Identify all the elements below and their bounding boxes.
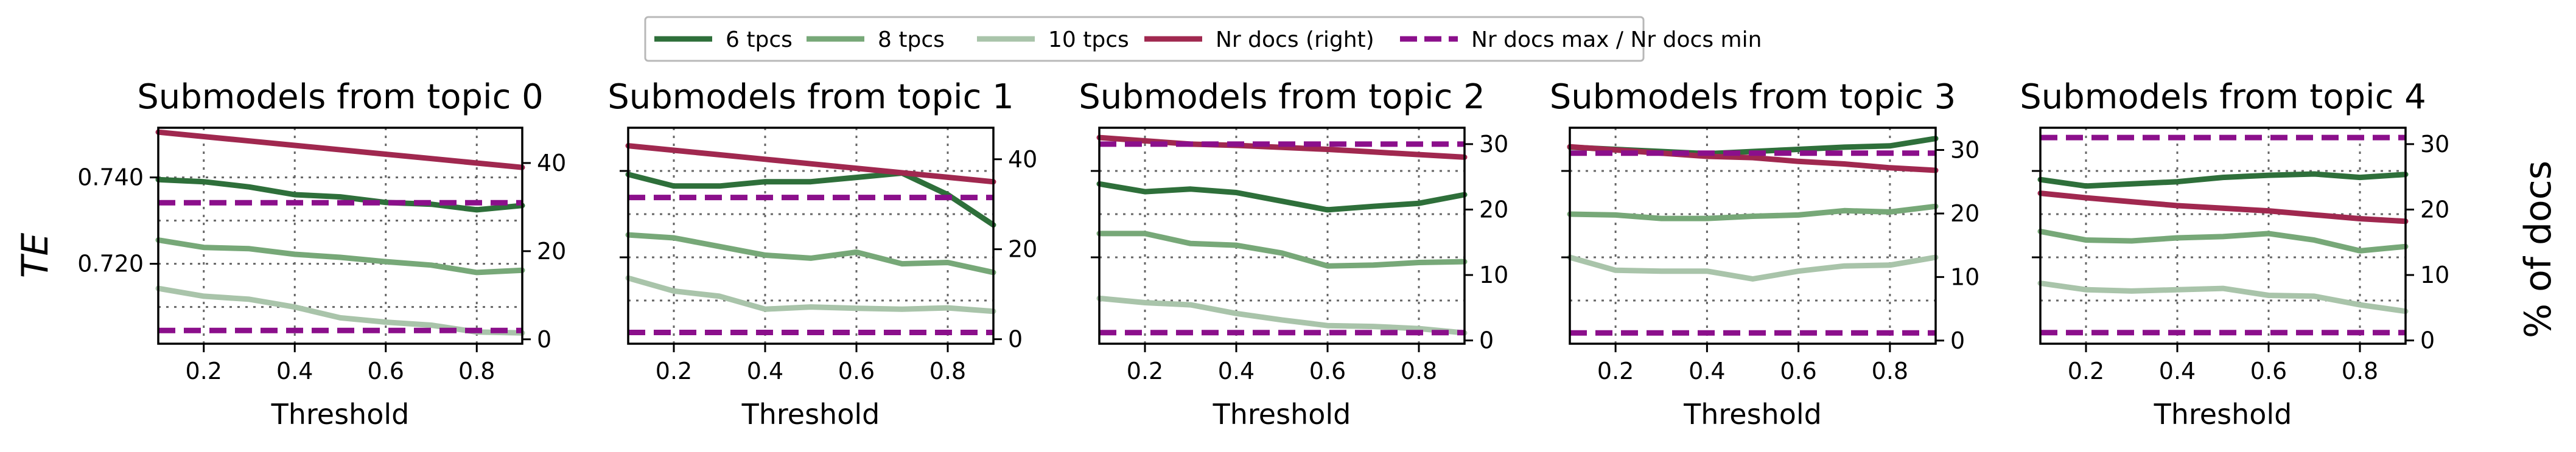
y2-tick-label: 0: [1008, 326, 1023, 353]
x-tick-label: 0.8: [929, 358, 966, 384]
x-tick-label: 0.8: [458, 358, 495, 384]
y2-tick-label: 30: [1479, 131, 1508, 158]
x-axis-label: Threshold: [741, 398, 880, 431]
x-tick-label: 0.6: [1309, 358, 1346, 384]
subplot: Submodels from topic 1 0.2 0.4 0.6 0.8 Thresh…: [607, 77, 1037, 431]
y2-tick-label: 30: [1950, 137, 1979, 164]
series-line: [1096, 134, 1468, 160]
x-tick-label: 0.6: [838, 358, 875, 384]
series-line: [625, 143, 996, 185]
x-tick-label: 0.4: [1689, 358, 1725, 384]
y2-tick-label: 10: [1479, 262, 1508, 288]
series-line: [1567, 203, 1939, 221]
y2-tick-label: 0: [1950, 327, 1965, 354]
subplot-title: Submodels from topic 1: [607, 77, 1014, 117]
plot-frame: [1098, 127, 1466, 345]
x-tick-label: 0.2: [1127, 358, 1163, 384]
x-tick-label: 0.4: [2159, 358, 2196, 384]
series-group: [1567, 136, 1939, 336]
y2-tick-label: 10: [2420, 262, 2449, 288]
subplot: Submodels from topic 2 0.2 0.4 0.6 0.8 Thresh…: [1079, 77, 1508, 431]
y2-tick-label: 20: [1479, 196, 1508, 223]
x-tick-label: 0.2: [656, 358, 692, 384]
series-line: [1096, 231, 1468, 269]
series-line: [1096, 295, 1468, 336]
series-line: [155, 129, 525, 170]
y2-tick-label: 0: [1479, 327, 1494, 354]
left-axis-label: TE: [14, 233, 57, 279]
series-line: [2037, 190, 2409, 224]
series-line: [625, 170, 996, 228]
series-line: [155, 237, 525, 276]
series-group: [625, 143, 996, 335]
y2-tick-label: 40: [1008, 146, 1037, 173]
series-line: [625, 275, 996, 315]
y2-tick-label: 20: [537, 238, 566, 265]
subplot: Submodels from topic 4 0.2 0.4 0.6 0.8 Thresh…: [2020, 77, 2449, 431]
x-tick-label: 0.6: [368, 358, 404, 384]
series-line: [625, 232, 996, 276]
legend-label: 6 tpcs: [726, 27, 793, 52]
y2-tick-label: 20: [1008, 236, 1037, 263]
plot-frame: [157, 127, 523, 345]
x-tick-label: 0.4: [276, 358, 313, 384]
x-axis-label: Threshold: [271, 398, 410, 431]
legend-label: 8 tpcs: [878, 27, 945, 52]
plot-frame: [1569, 127, 1937, 345]
subplot: Submodels from topic 0 0.2 0.4 0.6 0.8 Thresh…: [77, 77, 566, 431]
grid: [158, 128, 522, 344]
series-line: [155, 285, 525, 336]
y2-tick-label: 30: [2420, 131, 2449, 158]
legend: 6 tpcs 8 tpcs 10 tpcs Nr docs (right) Nr doc…: [644, 16, 1762, 62]
x-axis-label: Threshold: [1683, 398, 1822, 431]
series-group: [155, 129, 525, 336]
series-line: [1096, 181, 1468, 213]
y-tick-label: 0.740: [77, 164, 144, 191]
x-tick-label: 0.4: [1218, 358, 1255, 384]
grid: [1099, 128, 1465, 344]
y2-tick-label: 20: [2420, 196, 2449, 223]
series-group: [2037, 134, 2409, 336]
x-axis-label: Threshold: [1213, 398, 1351, 431]
x-tick-label: 0.8: [2342, 358, 2378, 384]
series-line: [1567, 254, 1939, 282]
subplot-title: Submodels from topic 4: [2020, 77, 2426, 117]
legend-label: Nr docs max / Nr docs min: [1471, 27, 1762, 52]
x-axis-label: Threshold: [2154, 398, 2292, 431]
y2-tick-label: 20: [1950, 200, 1979, 227]
x-tick-label: 0.8: [1872, 358, 1908, 384]
series-line: [2037, 171, 2409, 189]
series-line: [2037, 228, 2409, 254]
subplot-title: Submodels from topic 3: [1550, 77, 1956, 117]
x-tick-label: 0.6: [2250, 358, 2287, 384]
y2-tick-label: 40: [537, 150, 566, 176]
subplot-title: Submodels from topic 0: [137, 77, 544, 117]
grid: [2040, 128, 2406, 344]
grid: [628, 128, 993, 344]
y2-tick-label: 10: [1950, 263, 1979, 290]
x-tick-label: 0.2: [2068, 358, 2104, 384]
subplot-title: Submodels from topic 2: [1079, 77, 1485, 117]
series-group: [1096, 134, 1468, 336]
subplot: Submodels from topic 3 0.2 0.4 0.6 0.8 Thresh…: [1550, 77, 1980, 431]
y2-tick-label: 0: [2420, 327, 2435, 354]
x-tick-label: 0.2: [186, 358, 222, 384]
series-line: [2037, 280, 2409, 315]
legend-label: Nr docs (right): [1216, 27, 1374, 52]
plot-frame: [627, 127, 995, 345]
series-line: [155, 176, 525, 213]
legend-label: 10 tpcs: [1048, 27, 1129, 52]
panels: Submodels from topic 0 0.2 0.4 0.6 0.8 Thresh…: [77, 77, 2449, 431]
x-tick-label: 0.2: [1597, 358, 1634, 384]
plot-frame: [2039, 127, 2407, 345]
y2-tick-label: 0: [537, 326, 551, 353]
y-tick-label: 0.720: [77, 251, 144, 277]
right-axis-label: % of docs: [2517, 161, 2560, 338]
x-tick-label: 0.8: [1401, 358, 1437, 384]
x-tick-label: 0.6: [1780, 358, 1816, 384]
x-tick-label: 0.4: [747, 358, 783, 384]
